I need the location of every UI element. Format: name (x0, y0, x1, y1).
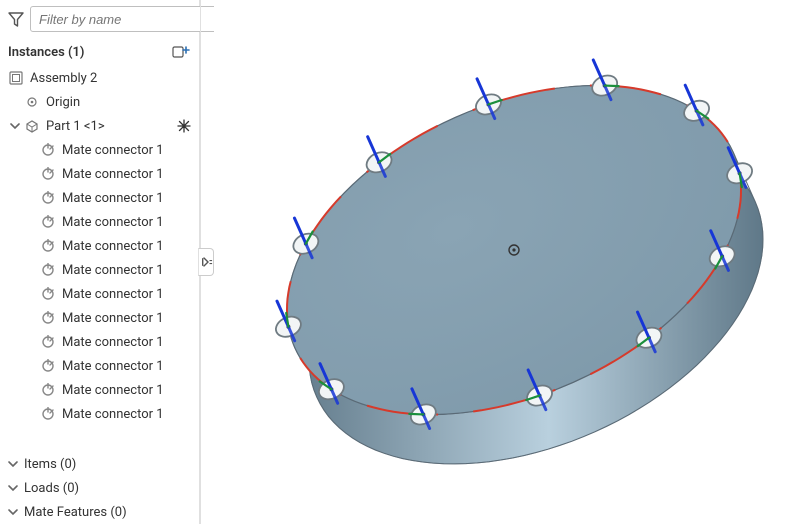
instances-header: Instances (1) (0, 38, 199, 66)
chevron-down-icon (6, 506, 20, 518)
mate-connector-label: Mate connector 1 (62, 167, 164, 182)
filter-icon[interactable] (8, 9, 24, 29)
tree-node-mate-connector[interactable]: Mate connector 1 (0, 162, 199, 186)
panel-collapse-button[interactable] (198, 248, 214, 276)
tree-node-mate-connector[interactable]: Mate connector 1 (0, 306, 199, 330)
assembly-icon (8, 70, 24, 86)
mate-connector-label: Mate connector 1 (62, 383, 164, 398)
mate-features-label: Mate Features (0) (24, 505, 127, 520)
assembly-label: Assembly 2 (30, 71, 97, 86)
items-label: Items (0) (24, 457, 76, 472)
tree-node-mate-connector[interactable]: Mate connector 1 (0, 402, 199, 426)
part-label: Part 1 <1> (46, 119, 105, 134)
tree-node-part[interactable]: Part 1 <1> (0, 114, 199, 138)
mate-connector-icon (40, 310, 56, 326)
chevron-down-icon[interactable] (8, 119, 22, 133)
section-items[interactable]: Items (0) (0, 452, 199, 476)
mate-connector-label: Mate connector 1 (62, 239, 164, 254)
filter-input[interactable] (30, 6, 226, 32)
add-instance-icon[interactable] (171, 42, 191, 62)
mate-connector-icon (40, 406, 56, 422)
mate-connector-label: Mate connector 1 (62, 143, 164, 158)
mate-connector-icon (40, 166, 56, 182)
mate-connector-icon (40, 214, 56, 230)
section-mate-features[interactable]: Mate Features (0) (0, 500, 199, 524)
mate-connector-label: Mate connector 1 (62, 287, 164, 302)
tree-node-mate-connector[interactable]: Mate connector 1 (0, 282, 199, 306)
mate-connector-label: Mate connector 1 (62, 263, 164, 278)
mate-connector-icon (40, 142, 56, 158)
mate-connector-label: Mate connector 1 (62, 335, 164, 350)
mate-connector-label: Mate connector 1 (62, 311, 164, 326)
mate-origin-icon[interactable] (175, 117, 193, 135)
chevron-down-icon (6, 458, 20, 470)
tree-node-mate-connector[interactable]: Mate connector 1 (0, 210, 199, 234)
tree-node-mate-connector[interactable]: Mate connector 1 (0, 354, 199, 378)
tree-node-mate-connector[interactable]: Mate connector 1 (0, 330, 199, 354)
bottom-sections: Items (0) Loads (0) Mate Features (0) (0, 452, 199, 524)
graphics-viewport[interactable] (214, 0, 802, 524)
panel-divider[interactable] (200, 0, 214, 524)
tree-node-mate-connector[interactable]: Mate connector 1 (0, 378, 199, 402)
part-icon (24, 118, 40, 134)
mate-connector-icon (40, 382, 56, 398)
mate-connector-label: Mate connector 1 (62, 407, 164, 422)
feature-tree: Assembly 2 Origin Part 1 <1> (0, 66, 199, 452)
mate-connector-label: Mate connector 1 (62, 359, 164, 374)
mate-connector-label: Mate connector 1 (62, 191, 164, 206)
mate-connector-icon (40, 358, 56, 374)
disc-scene (214, 0, 802, 524)
chevron-down-icon (6, 482, 20, 494)
feature-tree-panel: Instances (1) Assembly 2 Origin (0, 0, 200, 524)
origin-icon (24, 94, 40, 110)
origin-label: Origin (46, 95, 80, 110)
loads-label: Loads (0) (24, 481, 79, 496)
tree-node-mate-connector[interactable]: Mate connector 1 (0, 186, 199, 210)
mate-connector-icon (40, 286, 56, 302)
mate-connector-icon (40, 334, 56, 350)
instances-label: Instances (1) (8, 45, 171, 60)
tree-node-mate-connector[interactable]: Mate connector 1 (0, 258, 199, 282)
tree-node-origin[interactable]: Origin (0, 90, 199, 114)
section-loads[interactable]: Loads (0) (0, 476, 199, 500)
tree-node-mate-connector[interactable]: Mate connector 1 (0, 138, 199, 162)
sidebar-toolbar (0, 0, 199, 38)
tree-node-assembly[interactable]: Assembly 2 (0, 66, 199, 90)
mate-connector-icon (40, 238, 56, 254)
mate-connector-icon (40, 262, 56, 278)
tree-node-mate-connector[interactable]: Mate connector 1 (0, 234, 199, 258)
mate-connector-label: Mate connector 1 (62, 215, 164, 230)
mate-connector-icon (40, 190, 56, 206)
